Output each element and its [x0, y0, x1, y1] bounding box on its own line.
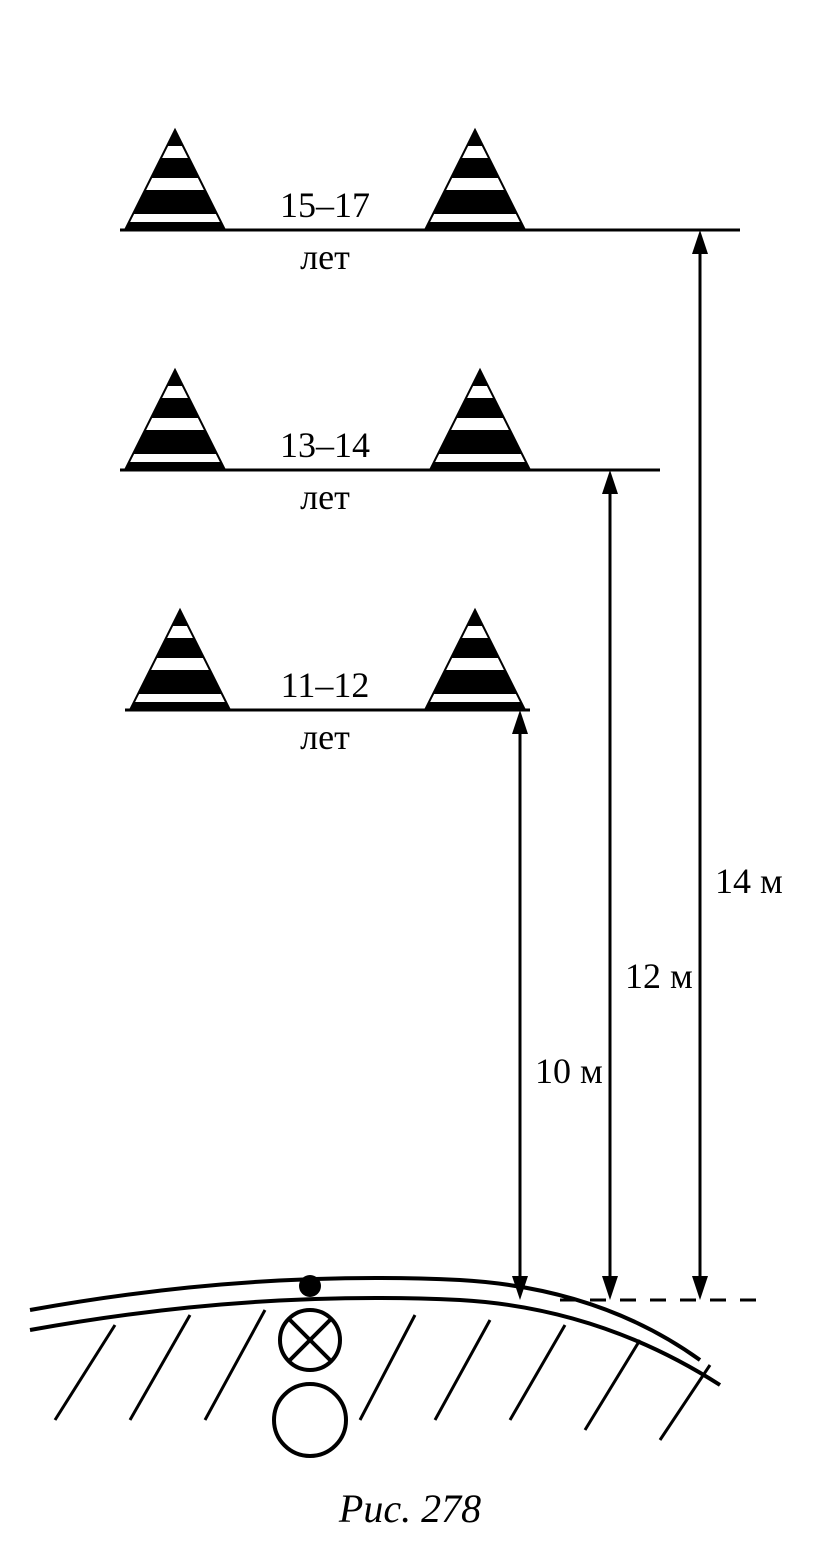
age-label-15-17: 15–17: [255, 184, 395, 226]
distance-label-12m: 12 м: [625, 955, 693, 997]
row-15-17: [120, 130, 740, 230]
years-label-11-12: лет: [270, 716, 380, 758]
distance-arrows: [512, 230, 708, 1300]
age-label-13-14: 13–14: [255, 424, 395, 466]
age-label-11-12: 11–12: [255, 664, 395, 706]
court-area: [30, 1275, 770, 1456]
distance-label-10m: 10 м: [535, 1050, 603, 1092]
diagram-svg: [0, 0, 825, 1550]
training-distance-diagram: 15–17 лет 13–14 лет 11–12 лет 10 м 12 м …: [0, 0, 825, 1550]
distance-label-14m: 14 м: [715, 860, 783, 902]
figure-caption: Рис. 278: [290, 1485, 530, 1532]
years-label-13-14: лет: [270, 476, 380, 518]
years-label-15-17: лет: [270, 236, 380, 278]
